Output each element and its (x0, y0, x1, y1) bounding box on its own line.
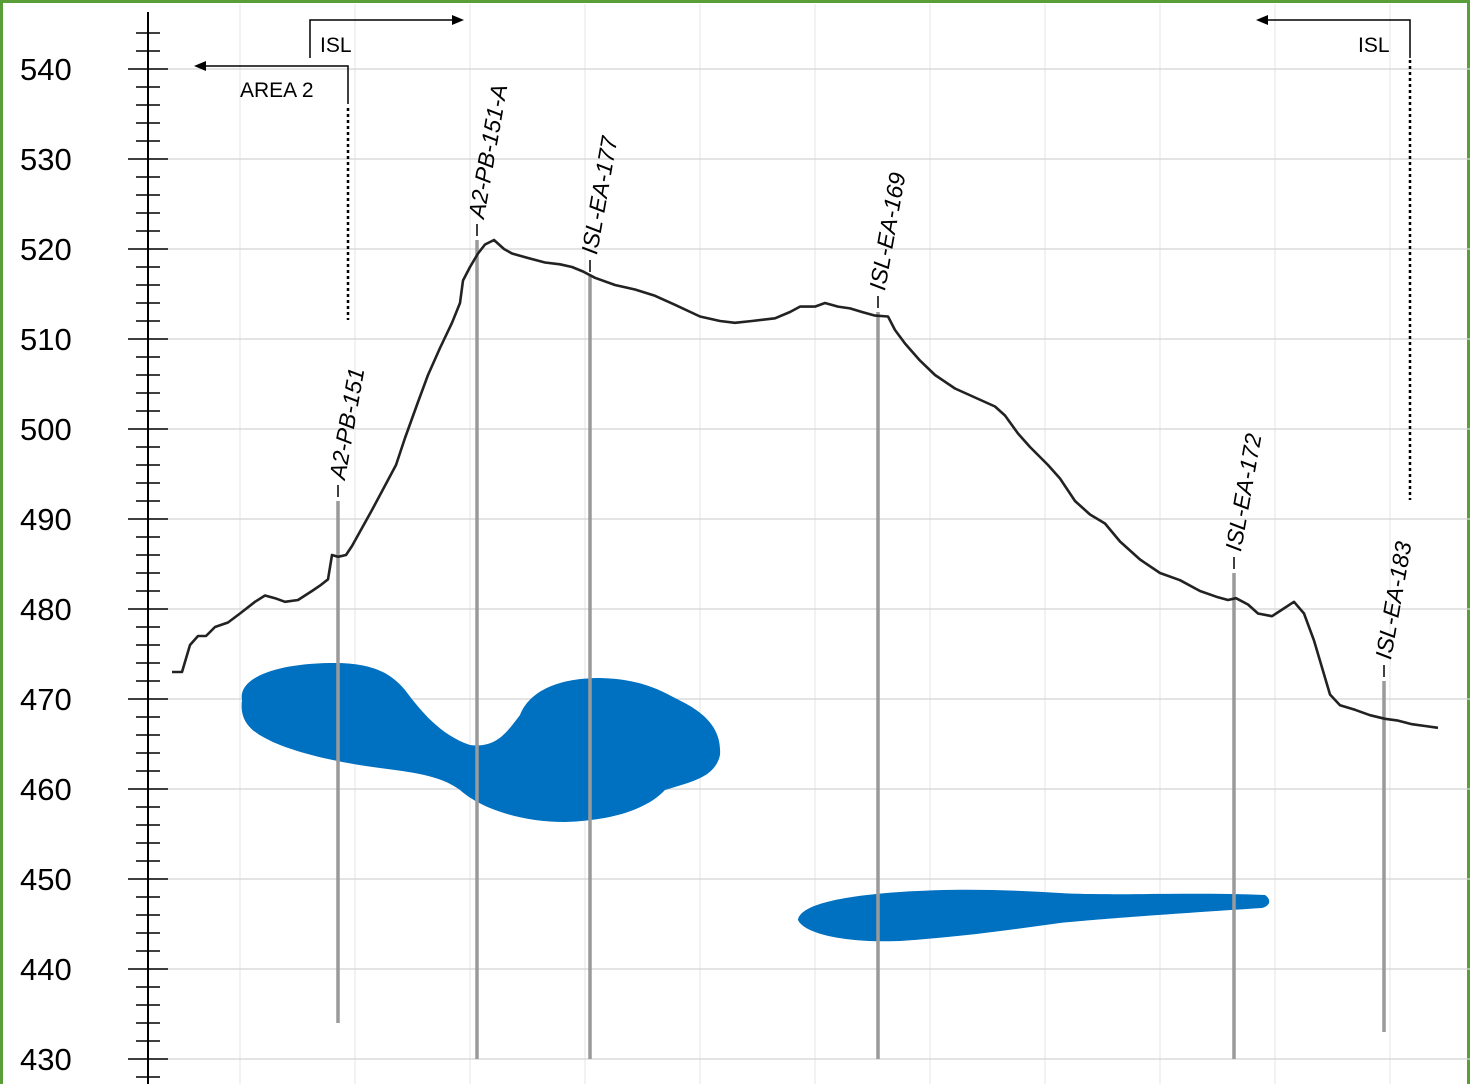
isl-left-arrowhead (452, 15, 464, 25)
y-tick-label: 540 (20, 52, 72, 87)
y-tick-label: 520 (20, 232, 72, 267)
well-label-a2-pb-151: A2-PB-151 (324, 366, 369, 483)
y-tick-label: 510 (20, 322, 72, 357)
y-tick-label: 480 (20, 592, 72, 627)
y-tick-label: 460 (20, 772, 72, 807)
ground-surface-line (172, 238, 1439, 730)
y-axis: 540 530 520 510 500 490 480 470 460 450 440 430 (20, 12, 168, 1084)
area-markers: ISL AREA 2 ISL (194, 15, 1412, 500)
area2-arrowhead (194, 61, 206, 71)
isl-right-arrowhead (1256, 15, 1268, 25)
isl-right-label: ISL (1358, 34, 1390, 57)
area2-bracket (205, 65, 349, 104)
water-blob-upper (241, 662, 721, 822)
well-label-isl-ea-177: ISL-EA-177 (576, 133, 622, 256)
well-label-isl-ea-172: ISL-EA-172 (1220, 431, 1266, 553)
y-tick-label: 470 (20, 682, 72, 717)
area2-label: AREA 2 (240, 79, 314, 102)
well-label-isl-ea-183: ISL-EA-183 (1370, 539, 1416, 661)
isl-left-bracket (309, 19, 455, 58)
isl-left-label: ISL (320, 34, 352, 57)
water-blob-lower (798, 889, 1270, 942)
ground-surface (172, 238, 1439, 730)
y-tick-label: 440 (20, 952, 72, 987)
y-tick-label: 430 (20, 1042, 72, 1077)
isl-right-bracket (1266, 19, 1411, 58)
y-tick-label: 500 (20, 412, 72, 447)
gridlines (148, 4, 1470, 1084)
water-bodies (241, 662, 1270, 942)
y-tick-label: 530 (20, 142, 72, 177)
y-tick-label: 450 (20, 862, 72, 897)
well-label-isl-ea-169: ISL-EA-169 (864, 170, 910, 292)
y-tick-label: 490 (20, 502, 72, 537)
